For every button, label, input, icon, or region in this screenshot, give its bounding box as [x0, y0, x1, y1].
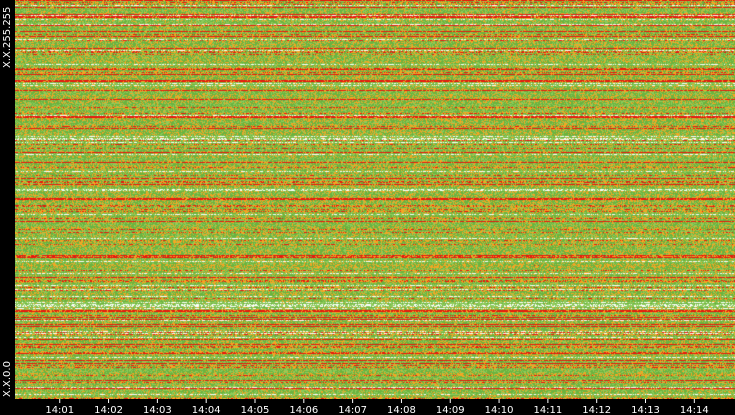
x-tick-label: 14:13: [631, 405, 660, 415]
x-tick-label: 14:05: [241, 405, 270, 415]
x-tick-label: 14:14: [680, 405, 709, 415]
x-tick-label: 14:03: [143, 405, 172, 415]
heatmap-area: [15, 0, 735, 399]
y-label-bottom: X.X.0.0: [2, 361, 13, 397]
x-axis: 14:01 14:02 14:03 14:04 14:05 14:06 14:07 14:08…: [45, 399, 709, 415]
x-tick-label: 14:08: [387, 405, 416, 415]
x-tick-label: 14:06: [289, 405, 318, 415]
x-tick-label: 14:09: [436, 405, 465, 415]
y-label-top: X.X.255.255: [2, 7, 13, 68]
x-tick-label: 14:10: [485, 405, 514, 415]
x-tick-label: 14:04: [192, 405, 221, 415]
x-tick-label: 14:02: [94, 405, 123, 415]
x-tick-label: 14:07: [338, 405, 367, 415]
y-axis: X.X.255.255 X.X.0.0: [2, 7, 13, 397]
x-tick-label: 14:01: [45, 405, 74, 415]
x-tick-label: 14:12: [582, 405, 611, 415]
x-tick-label: 14:11: [533, 405, 562, 415]
